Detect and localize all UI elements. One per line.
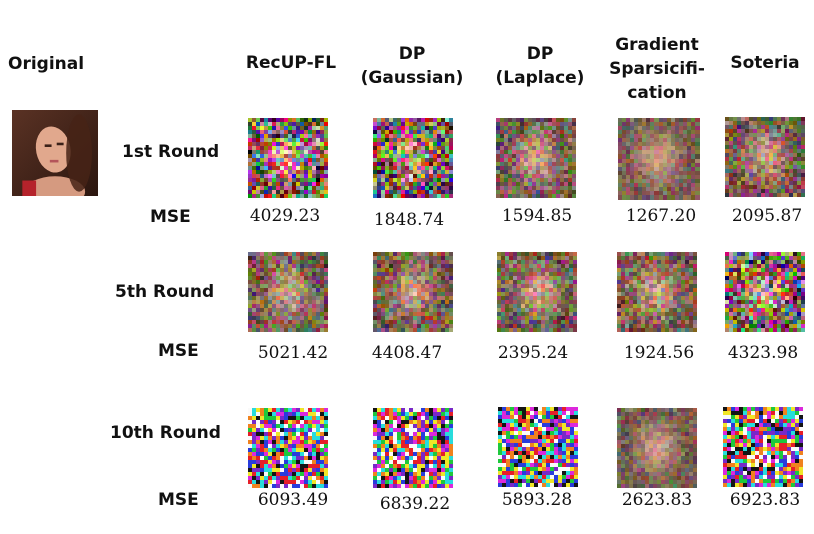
reconstruction-dp-laplace-round1 bbox=[496, 118, 576, 198]
mse-value-dp-gaussian-round1: 1848.74 bbox=[373, 210, 445, 230]
original-image bbox=[12, 110, 98, 196]
mse-value-recup-round10: 6093.49 bbox=[257, 490, 329, 510]
reconstruction-recup-round10 bbox=[248, 408, 328, 488]
reconstruction-dp-laplace-round5 bbox=[497, 252, 577, 332]
column-header-gradient-sparsification: Gradient Sparsicifi- cation bbox=[609, 35, 705, 103]
reconstruction-recup-round1 bbox=[248, 118, 328, 198]
reconstruction-gradient-sparsification-round10 bbox=[617, 408, 697, 488]
reconstruction-dp-laplace-round10 bbox=[498, 407, 578, 487]
row-label-10th-round: 10th Round bbox=[110, 423, 221, 443]
reconstruction-dp-gaussian-round10 bbox=[373, 408, 453, 488]
mse-value-gradient-sparsification-round10: 2623.83 bbox=[621, 490, 693, 510]
reconstruction-recup-round5 bbox=[248, 252, 328, 332]
reconstruction-dp-gaussian-round1 bbox=[373, 118, 453, 198]
reconstruction-soteria-round5 bbox=[725, 252, 805, 332]
column-header-soteria: Soteria bbox=[730, 53, 800, 73]
original-label: Original bbox=[8, 54, 85, 74]
mse-label-row1: MSE bbox=[150, 207, 191, 227]
mse-value-soteria-round10: 6923.83 bbox=[729, 490, 801, 510]
mse-value-recup-round1: 4029.23 bbox=[249, 206, 321, 226]
column-header-dp-gaussian: DP (Gaussian) bbox=[360, 44, 464, 88]
reconstruction-gradient-sparsification-round1 bbox=[618, 118, 700, 200]
reconstruction-soteria-round10 bbox=[723, 407, 803, 487]
mse-value-gradient-sparsification-round5: 1924.56 bbox=[623, 343, 695, 363]
mse-label-row3: MSE bbox=[158, 490, 199, 510]
mse-value-gradient-sparsification-round1: 1267.20 bbox=[625, 206, 697, 226]
row-label-1st-round: 1st Round bbox=[122, 142, 220, 162]
mse-label-row2: MSE bbox=[158, 341, 199, 361]
mse-value-dp-gaussian-round10: 6839.22 bbox=[379, 494, 451, 514]
reconstruction-gradient-sparsification-round5 bbox=[617, 252, 697, 332]
mse-value-recup-round5: 5021.42 bbox=[257, 343, 329, 363]
mse-value-soteria-round1: 2095.87 bbox=[731, 206, 803, 226]
row-label-5th-round: 5th Round bbox=[115, 282, 215, 302]
reconstruction-dp-gaussian-round5 bbox=[373, 252, 453, 332]
mse-value-soteria-round5: 4323.98 bbox=[727, 343, 799, 363]
column-header-dp-laplace: DP (Laplace) bbox=[495, 44, 585, 88]
mse-value-dp-laplace-round5: 2395.24 bbox=[497, 343, 569, 363]
mse-value-dp-laplace-round1: 1594.85 bbox=[501, 206, 573, 226]
column-header-recup: RecUP-FL bbox=[245, 53, 337, 73]
mse-value-dp-gaussian-round5: 4408.47 bbox=[371, 343, 443, 363]
reconstruction-soteria-round1 bbox=[725, 117, 805, 197]
mse-value-dp-laplace-round10: 5893.28 bbox=[501, 490, 573, 510]
